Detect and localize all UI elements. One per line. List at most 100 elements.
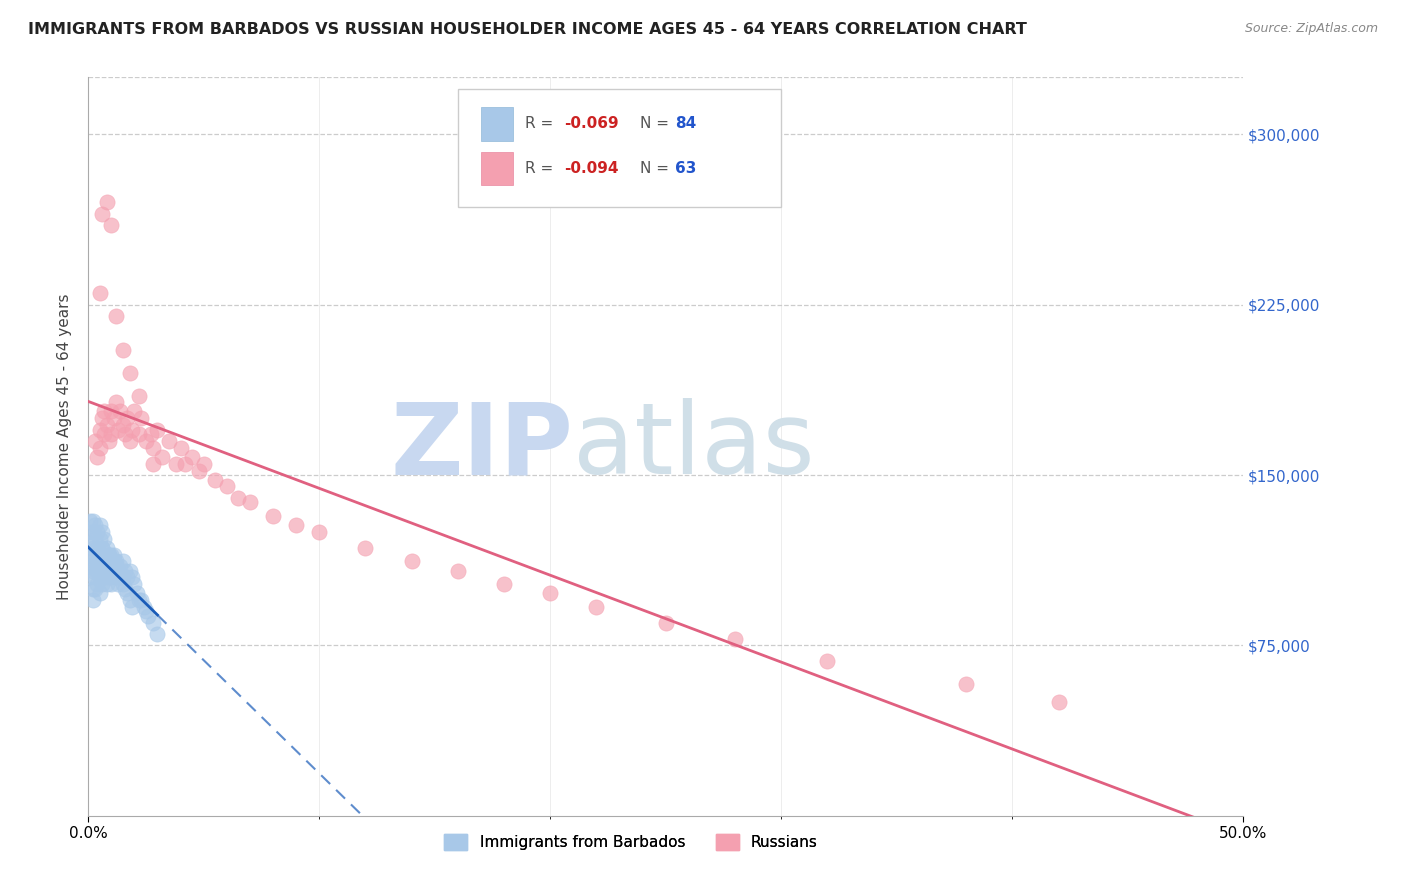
Point	[135, 434, 157, 448]
Point	[97, 570, 120, 584]
Point	[107, 564, 129, 578]
Point	[96, 418, 118, 433]
Point	[103, 411, 125, 425]
Point	[79, 524, 101, 539]
Text: -0.069: -0.069	[564, 117, 619, 131]
Point	[89, 586, 111, 600]
Point	[93, 570, 115, 584]
Point	[125, 586, 148, 600]
Text: 63: 63	[675, 161, 696, 176]
Text: -0.094: -0.094	[564, 161, 619, 176]
Point	[139, 427, 162, 442]
Point	[93, 548, 115, 562]
Point	[97, 434, 120, 448]
Point	[100, 554, 122, 568]
Point	[142, 441, 165, 455]
Point	[96, 554, 118, 568]
Point	[100, 548, 122, 562]
Point	[84, 532, 107, 546]
Point	[146, 627, 169, 641]
Text: IMMIGRANTS FROM BARBADOS VS RUSSIAN HOUSEHOLDER INCOME AGES 45 - 64 YEARS CORREL: IMMIGRANTS FROM BARBADOS VS RUSSIAN HOUS…	[28, 22, 1026, 37]
Point	[285, 518, 308, 533]
Point	[262, 508, 284, 523]
Point	[110, 570, 132, 584]
Point	[354, 541, 377, 555]
Point	[114, 582, 136, 596]
Point	[174, 457, 197, 471]
Text: atlas: atlas	[574, 398, 815, 495]
Text: Source: ZipAtlas.com: Source: ZipAtlas.com	[1244, 22, 1378, 36]
Point	[86, 564, 108, 578]
Point	[111, 577, 134, 591]
Point	[308, 524, 330, 539]
Point	[97, 548, 120, 562]
Point	[103, 554, 125, 568]
Point	[84, 570, 107, 584]
Point	[121, 599, 143, 614]
Point	[93, 404, 115, 418]
Point	[124, 404, 146, 418]
Point	[82, 524, 104, 539]
Point	[89, 286, 111, 301]
Point	[107, 577, 129, 591]
Point	[146, 423, 169, 437]
Point	[128, 388, 150, 402]
Point	[100, 564, 122, 578]
Point	[96, 564, 118, 578]
Point	[89, 570, 111, 584]
Point	[169, 441, 191, 455]
Text: R =: R =	[524, 161, 558, 176]
Point	[91, 411, 114, 425]
Point	[91, 554, 114, 568]
Point	[104, 309, 127, 323]
Point	[181, 450, 204, 464]
Point	[118, 564, 141, 578]
Point	[150, 450, 173, 464]
Point	[91, 524, 114, 539]
Text: ZIP: ZIP	[391, 398, 574, 495]
Point	[104, 554, 127, 568]
Point	[204, 473, 226, 487]
Point	[79, 548, 101, 562]
Point	[79, 558, 101, 573]
Point	[157, 434, 180, 448]
Point	[118, 434, 141, 448]
Point	[111, 570, 134, 584]
Point	[117, 586, 139, 600]
Point	[585, 599, 607, 614]
Point	[114, 427, 136, 442]
Point	[239, 495, 262, 509]
Point	[193, 457, 215, 471]
Point	[82, 514, 104, 528]
Point	[104, 558, 127, 573]
Point	[89, 548, 111, 562]
Point	[82, 582, 104, 596]
Point	[86, 450, 108, 464]
Point	[132, 599, 155, 614]
Point	[84, 582, 107, 596]
Point	[79, 570, 101, 584]
Point	[215, 479, 238, 493]
Point	[128, 593, 150, 607]
Point	[188, 463, 211, 477]
Point	[955, 677, 977, 691]
Point	[121, 423, 143, 437]
Point	[655, 615, 678, 630]
Point	[86, 541, 108, 555]
Point	[86, 554, 108, 568]
Point	[1047, 695, 1070, 709]
Point	[103, 548, 125, 562]
Point	[114, 564, 136, 578]
Point	[91, 577, 114, 591]
Point	[79, 514, 101, 528]
Point	[142, 615, 165, 630]
Point	[84, 518, 107, 533]
Point	[447, 564, 470, 578]
Point	[91, 207, 114, 221]
Point	[91, 541, 114, 555]
Point	[91, 564, 114, 578]
Y-axis label: Householder Income Ages 45 - 64 years: Householder Income Ages 45 - 64 years	[58, 293, 72, 600]
Point	[93, 427, 115, 442]
Point	[100, 404, 122, 418]
Point	[129, 593, 152, 607]
